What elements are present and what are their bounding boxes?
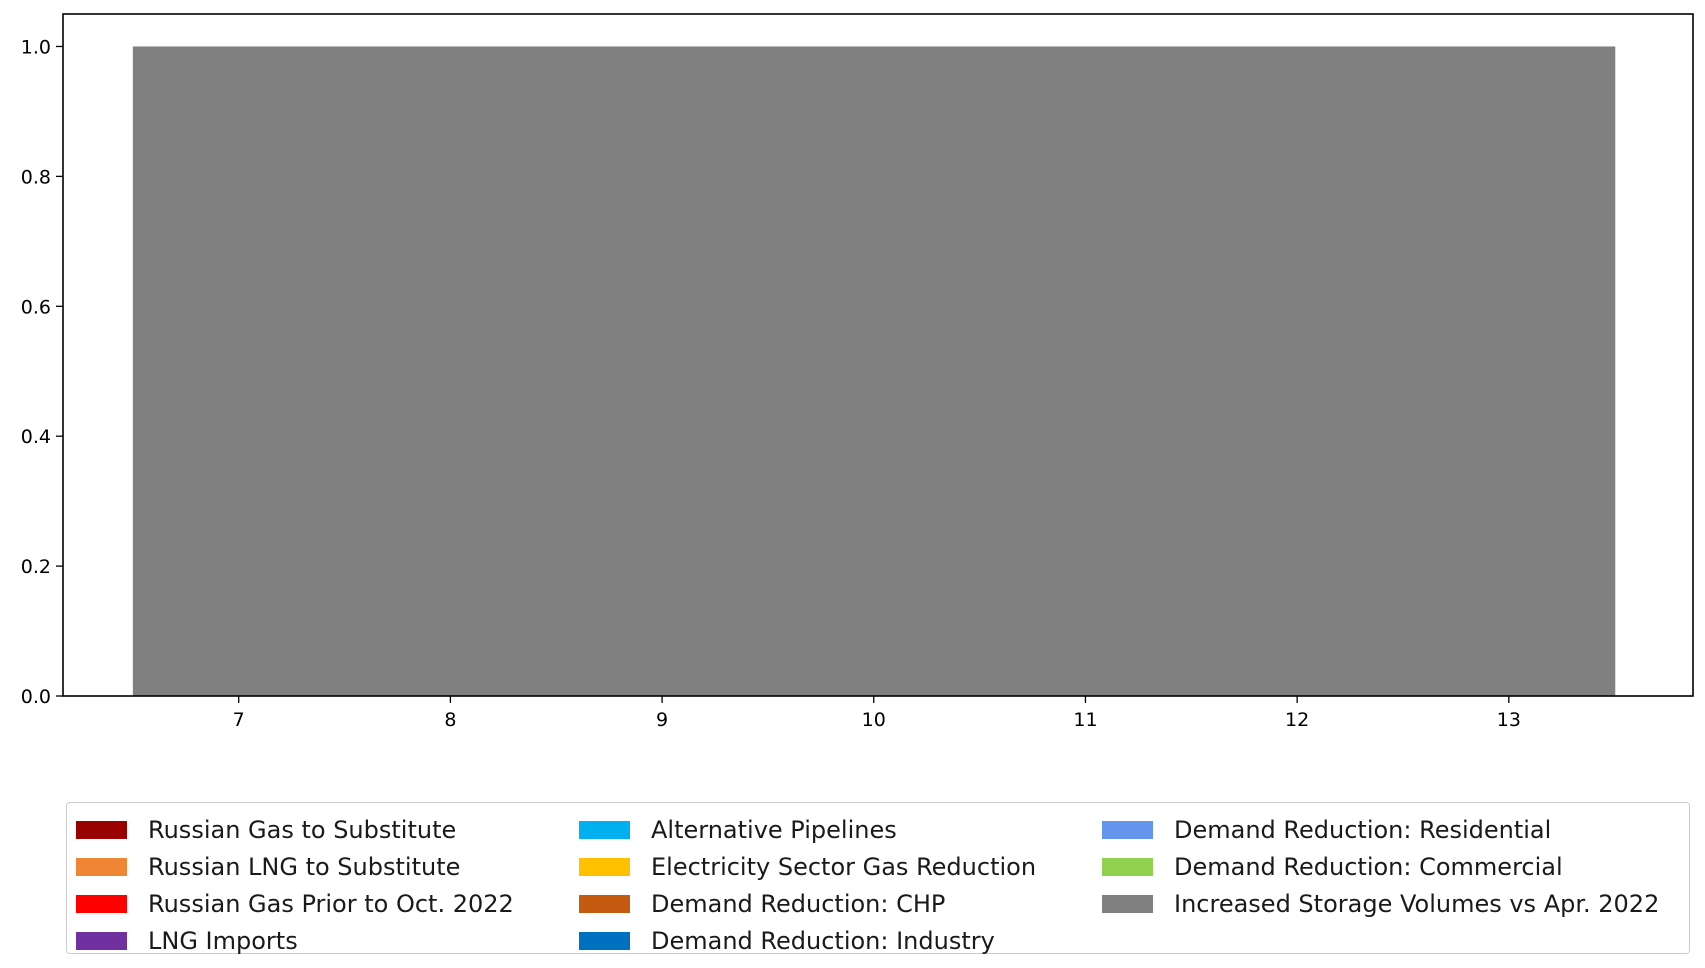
bar-segment: [344, 46, 557, 696]
bar-segment: [767, 46, 981, 696]
legend-swatch: [1102, 894, 1153, 913]
legend-label: Demand Reduction: Commercial: [1174, 852, 1563, 881]
legend-swatch: [579, 931, 630, 950]
y-tick-label: 0.6: [21, 296, 51, 318]
y-tick-label: 0.8: [21, 166, 51, 188]
legend-item: Demand Reduction: CHP: [579, 885, 1036, 922]
bars-layer: [132, 46, 1616, 696]
bar-segment: [556, 46, 769, 696]
x-tick-label: 10: [862, 709, 886, 731]
legend-label: Russian Gas to Substitute: [148, 815, 457, 844]
legend-swatch: [76, 931, 127, 950]
legend-item: Demand Reduction: Industry: [579, 922, 1036, 959]
legend-label: Russian Gas Prior to Oct. 2022: [148, 889, 514, 918]
legend-swatch: [76, 820, 127, 839]
x-tick-label: 8: [444, 709, 456, 731]
x-tick-label: 9: [656, 709, 668, 731]
legend-swatch: [76, 894, 127, 913]
legend-swatch: [579, 857, 630, 876]
legend-swatch: [76, 857, 127, 876]
x-tick-label: 7: [233, 709, 245, 731]
legend-item: Alternative Pipelines: [579, 811, 1036, 848]
legend-item: Demand Reduction: Residential: [1102, 811, 1659, 848]
x-tick-label: 11: [1073, 709, 1097, 731]
legend-item: Russian Gas to Substitute: [76, 811, 514, 848]
axes-frame: [62, 13, 1694, 697]
legend-item: Russian LNG to Substitute: [76, 848, 514, 885]
y-tick-label: 0.4: [21, 426, 51, 448]
y-tick-label: 0.0: [21, 686, 51, 708]
legend-label: Demand Reduction: Industry: [651, 926, 995, 955]
y-axis: 0.0 0.2 0.4 0.6 0.8 1.0: [21, 36, 63, 708]
legend-item: LNG Imports: [76, 922, 514, 959]
legend-swatch: [579, 820, 630, 839]
legend-label: Demand Reduction: Residential: [1174, 815, 1552, 844]
y-tick-label: 1.0: [21, 36, 51, 58]
bar-segment: [1402, 46, 1616, 696]
legend-item: Demand Reduction: Commercial: [1102, 848, 1659, 885]
legend-swatch: [1102, 857, 1153, 876]
legend-item: Increased Storage Volumes vs Apr. 2022: [1102, 885, 1659, 922]
legend-label: Electricity Sector Gas Reduction: [651, 852, 1037, 881]
legend-label: Russian LNG to Substitute: [148, 852, 461, 881]
legend: Russian Gas to Substitute Russian LNG to…: [66, 802, 1690, 955]
x-tick-label: 12: [1285, 709, 1309, 731]
legend-swatch: [1102, 820, 1153, 839]
bar-segment: [1191, 46, 1404, 696]
legend-item: Electricity Sector Gas Reduction: [579, 848, 1036, 885]
legend-swatch: [579, 894, 630, 913]
legend-label: LNG Imports: [148, 926, 298, 955]
legend-label: Demand Reduction: CHP: [651, 889, 946, 918]
legend-label: Alternative Pipelines: [651, 815, 897, 844]
y-tick-label: 0.2: [21, 556, 51, 578]
legend-label: Increased Storage Volumes vs Apr. 2022: [1174, 889, 1660, 918]
bar-segment: [132, 46, 346, 696]
x-tick-label: 13: [1497, 709, 1521, 731]
x-axis: 7 8 9 10 11 12 13: [233, 696, 1521, 731]
legend-item: Russian Gas Prior to Oct. 2022: [76, 885, 514, 922]
bar-segment: [979, 46, 1192, 696]
